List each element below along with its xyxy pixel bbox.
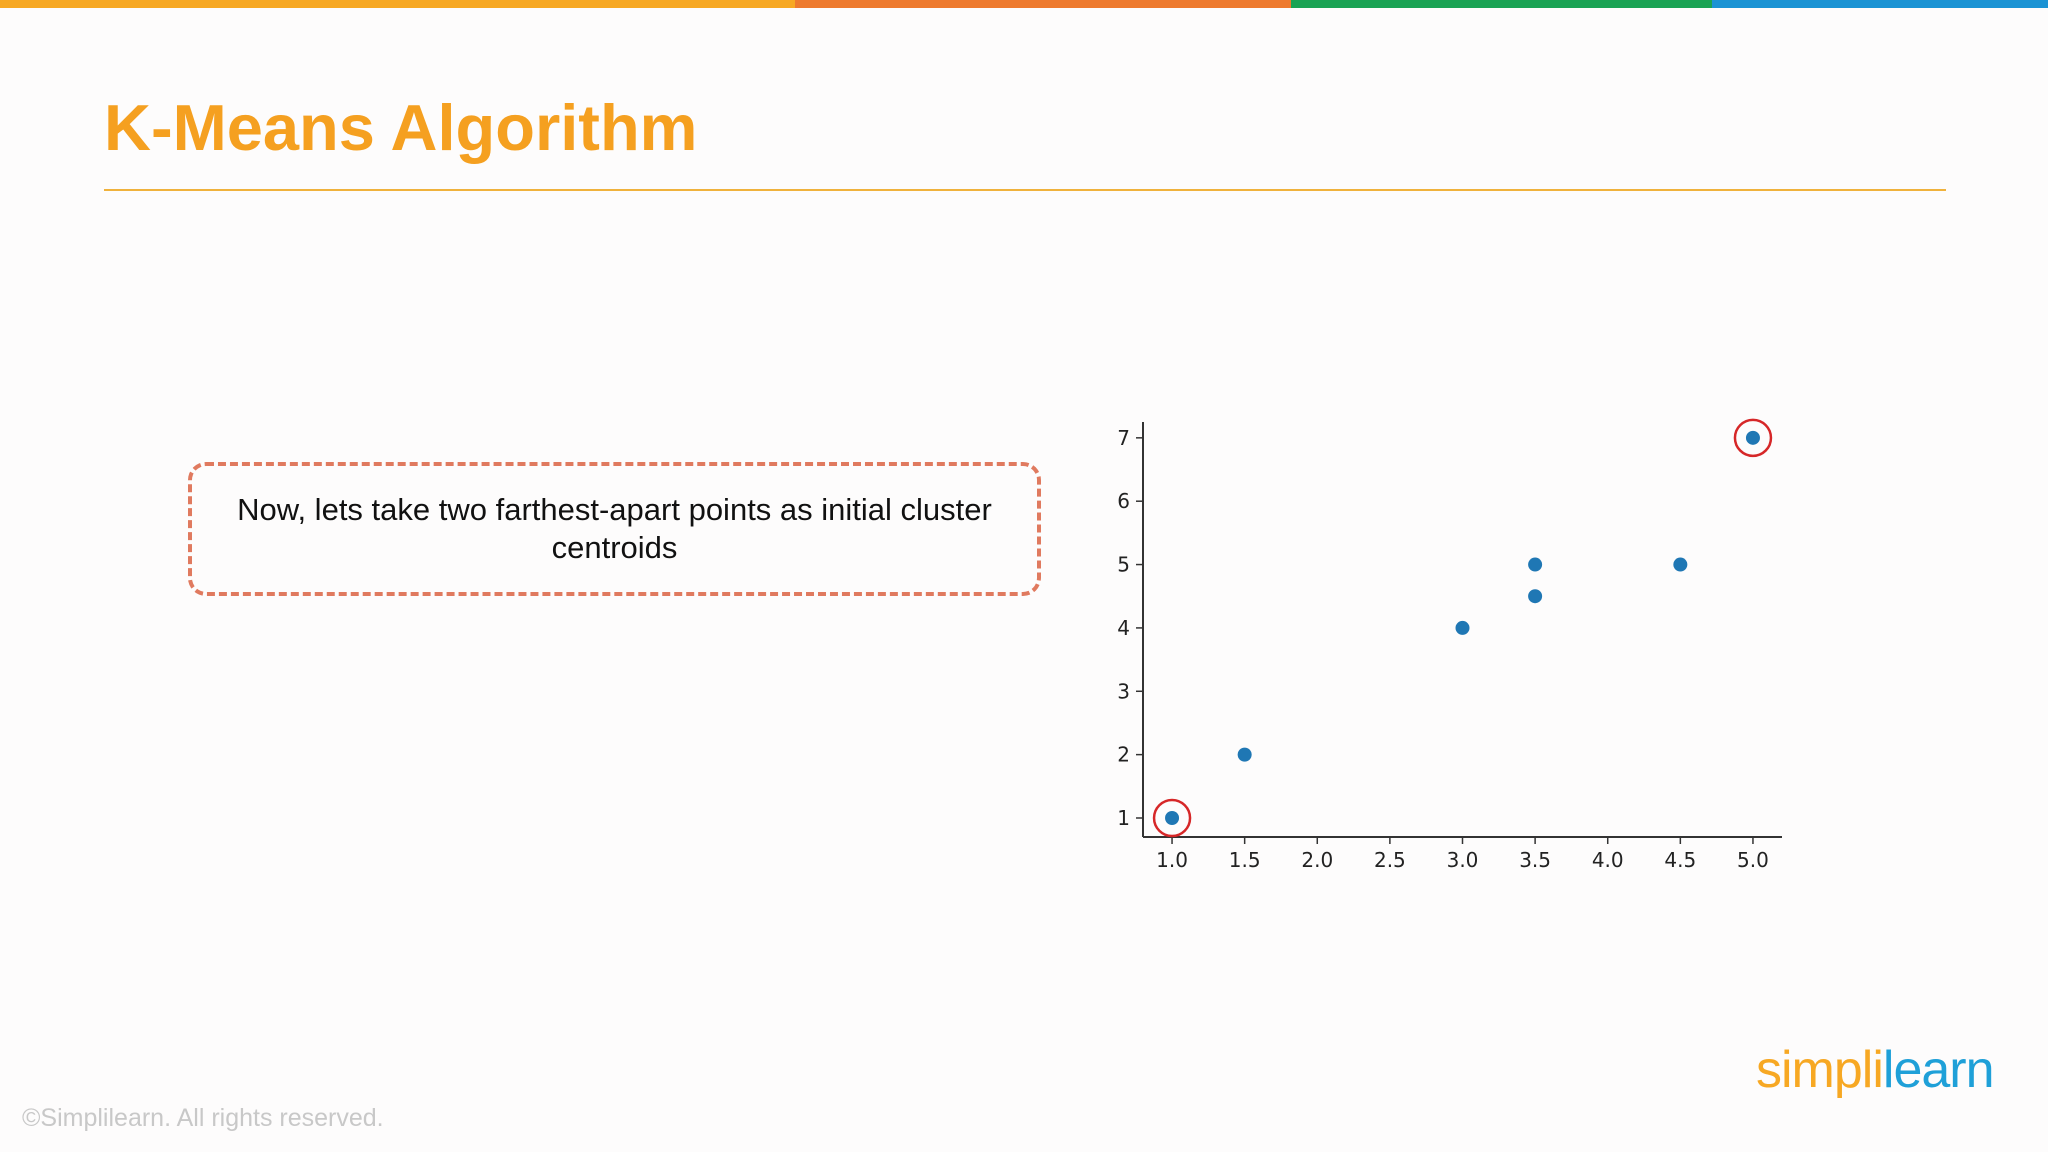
y-tick-label: 4: [1117, 616, 1130, 640]
top-bar-dark-orange: [795, 0, 1291, 8]
x-tick-label: 1.5: [1229, 848, 1261, 872]
centroid-highlight-ring: [1733, 418, 1773, 458]
centroid-highlight-ring: [1152, 798, 1192, 838]
y-tick-label: 6: [1117, 489, 1130, 513]
chart-ticks: 1.0 1.5 2.0 2.5 3.0 3.5 4.0 4.5 5.0 1 2 3 4 5 6 7: [1117, 426, 1769, 872]
logo-text-i: i: [1872, 1041, 1884, 1099]
data-point: [1528, 557, 1543, 572]
top-bar-orange: [0, 0, 795, 8]
slide-title: K-Means Algorithm: [104, 91, 698, 164]
callout-box: Now, lets take two farthest-apart points…: [188, 462, 1041, 596]
top-bar-green: [1291, 0, 1712, 8]
simplilearn-logo: simplilearn: [1756, 1040, 1995, 1100]
logo-text-simpl: simpl: [1756, 1041, 1873, 1099]
data-point: [1165, 810, 1180, 825]
x-tick-label: 5.0: [1737, 848, 1769, 872]
logo-text-learn: learn: [1882, 1041, 1995, 1099]
y-tick-label: 1: [1117, 806, 1130, 830]
y-tick-label: 7: [1117, 426, 1130, 450]
chart-points: [1165, 430, 1760, 825]
x-tick-label: 1.0: [1156, 848, 1188, 872]
y-tick-label: 5: [1117, 553, 1130, 577]
chart-centroid-rings: [1152, 418, 1773, 838]
data-point: [1673, 557, 1688, 572]
x-tick-label: 2.0: [1301, 848, 1333, 872]
x-tick-label: 3.0: [1447, 848, 1479, 872]
data-point: [1528, 589, 1543, 604]
data-point: [1745, 430, 1760, 445]
top-bar-blue: [1712, 0, 2048, 8]
data-point: [1455, 620, 1470, 635]
y-tick-label: 3: [1117, 679, 1130, 703]
title-divider: [104, 189, 1946, 191]
copyright-text: ©Simplilearn. All rights reserved.: [22, 1104, 384, 1132]
data-point: [1237, 747, 1252, 762]
x-tick-label: 3.5: [1519, 848, 1551, 872]
y-tick-label: 2: [1117, 743, 1130, 767]
x-tick-label: 4.0: [1592, 848, 1624, 872]
callout-text: Now, lets take two farthest-apart points…: [237, 492, 992, 565]
x-tick-label: 2.5: [1374, 848, 1406, 872]
x-tick-label: 4.5: [1664, 848, 1696, 872]
top-color-bar: [0, 0, 2048, 8]
